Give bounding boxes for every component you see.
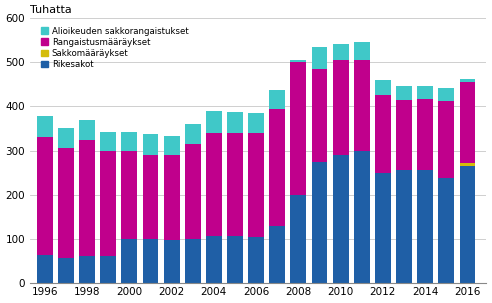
Bar (185, 124, 201, 144)
Bar (460, 82, 475, 162)
Bar (58, 128, 74, 148)
Bar (311, 47, 328, 69)
Bar (100, 132, 116, 151)
Bar (375, 80, 391, 95)
Bar (438, 178, 454, 283)
Bar (206, 133, 222, 235)
Bar (354, 42, 369, 60)
Bar (375, 95, 391, 173)
Bar (375, 173, 391, 283)
Bar (269, 108, 285, 226)
Bar (79, 140, 95, 256)
Bar (333, 45, 348, 60)
Bar (143, 239, 158, 283)
Bar (396, 171, 412, 283)
Bar (100, 256, 116, 283)
Bar (460, 79, 475, 82)
Bar (122, 151, 137, 239)
Bar (227, 112, 243, 133)
Bar (206, 235, 222, 283)
Legend: Alioikeuden sakkorangaistukset, Rangaistusmääräykset, Sakkomääräykset, Rikesakot: Alioikeuden sakkorangaistukset, Rangaist… (39, 25, 190, 71)
Bar (143, 134, 158, 155)
Bar (206, 111, 222, 133)
Bar (460, 162, 475, 166)
Bar (311, 69, 328, 161)
Bar (100, 151, 116, 256)
Bar (333, 155, 348, 283)
Bar (164, 136, 180, 155)
Bar (417, 99, 433, 171)
Bar (164, 240, 180, 283)
Bar (417, 171, 433, 283)
Bar (37, 116, 53, 137)
Bar (122, 132, 137, 151)
Bar (227, 235, 243, 283)
Bar (354, 151, 369, 283)
Bar (396, 100, 412, 171)
Bar (164, 155, 180, 240)
Bar (227, 133, 243, 235)
Bar (396, 86, 412, 100)
Bar (143, 155, 158, 239)
Bar (438, 88, 454, 101)
Bar (58, 258, 74, 283)
Bar (185, 144, 201, 239)
Bar (37, 137, 53, 255)
Bar (248, 133, 264, 237)
Bar (460, 166, 475, 283)
Bar (417, 85, 433, 99)
Bar (290, 62, 307, 195)
Bar (290, 195, 307, 283)
Bar (290, 60, 307, 62)
Bar (79, 120, 95, 140)
Bar (333, 60, 348, 155)
Bar (269, 90, 285, 108)
Bar (58, 148, 74, 258)
Bar (248, 113, 264, 133)
Bar (37, 255, 53, 283)
Bar (311, 161, 328, 283)
Bar (79, 256, 95, 283)
Bar (122, 239, 137, 283)
Bar (248, 237, 264, 283)
Text: Tuhatta: Tuhatta (30, 5, 72, 15)
Bar (438, 101, 454, 178)
Bar (354, 60, 369, 151)
Bar (185, 239, 201, 283)
Bar (269, 226, 285, 283)
